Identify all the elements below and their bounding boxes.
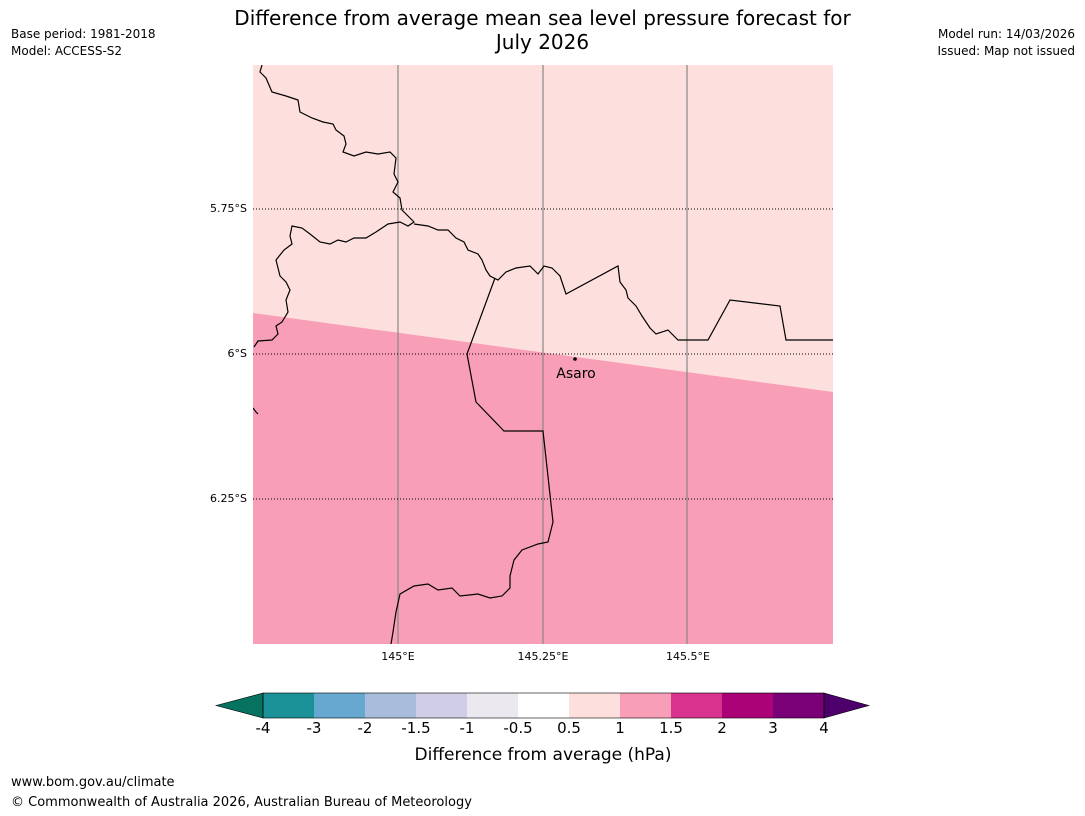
page-title: Difference from average mean sea level p… — [0, 6, 1085, 54]
colorbar-tick-label: 2 — [717, 719, 727, 737]
colorbar-tick-label: -4 — [255, 719, 271, 737]
colorbar-frame — [262, 692, 825, 719]
colorbar-segment — [467, 693, 519, 718]
colorbar-segment — [263, 693, 315, 718]
colorbar-tick-label: 3 — [768, 719, 778, 737]
footer-url[interactable]: www.bom.gov.au/climate — [11, 775, 175, 790]
colorbar-tick-label: -1 — [459, 719, 475, 737]
colorbar-tick-label: -1.5 — [401, 719, 431, 737]
place-label-asaro: Asaro — [556, 366, 595, 382]
province-boundaries — [253, 65, 833, 644]
colorbar-tick-label: -3 — [306, 719, 322, 737]
colorbar-tick-label: -0.5 — [503, 719, 533, 737]
lat-label-5-75: 5.75°S — [210, 202, 247, 215]
colorbar-segment — [416, 693, 468, 718]
colorbar-segment — [773, 693, 825, 718]
lon-label-145: 145°E — [381, 650, 415, 663]
place-marker-asaro — [573, 357, 577, 361]
lat-label-6: 6°S — [227, 347, 247, 360]
colorbar-segment — [671, 693, 723, 718]
colorbar-segment — [620, 693, 672, 718]
title-line-2: July 2026 — [495, 30, 590, 54]
lon-label-145-5: 145.5°E — [666, 650, 710, 663]
colorbar-tick-label: 4 — [819, 719, 829, 737]
footer-copyright: © Commonwealth of Australia 2026, Austra… — [11, 795, 472, 810]
lon-label-145-25: 145.25°E — [517, 650, 569, 663]
colorbar-tick-label: -2 — [357, 719, 373, 737]
issued-status: Issued: Map not issued — [937, 44, 1075, 58]
colorbar — [214, 692, 871, 719]
colorbar-tick-label: 1.5 — [659, 719, 683, 737]
colorbar-tick-label: 1 — [615, 719, 625, 737]
colorbar-over-triangle — [823, 692, 871, 719]
colorbar-under-triangle — [214, 692, 264, 719]
model-run: Model run: 14/03/2026 — [937, 27, 1075, 41]
lat-label-6-25: 6.25°S — [210, 492, 247, 505]
colorbar-segment — [518, 693, 570, 718]
colorbar-segment — [314, 693, 366, 718]
colorbar-segment — [365, 693, 417, 718]
title-line-1: Difference from average mean sea level p… — [234, 6, 851, 30]
colorbar-segment — [569, 693, 621, 718]
colorbar-segment — [722, 693, 774, 718]
colorbar-tick-label: 0.5 — [557, 719, 581, 737]
map-panel: Asaro — [253, 65, 833, 644]
model-name: Model: ACCESS-S2 — [11, 44, 123, 58]
colorbar-title: Difference from average (hPa) — [414, 745, 672, 765]
base-period: Base period: 1981-2018 — [11, 27, 156, 41]
